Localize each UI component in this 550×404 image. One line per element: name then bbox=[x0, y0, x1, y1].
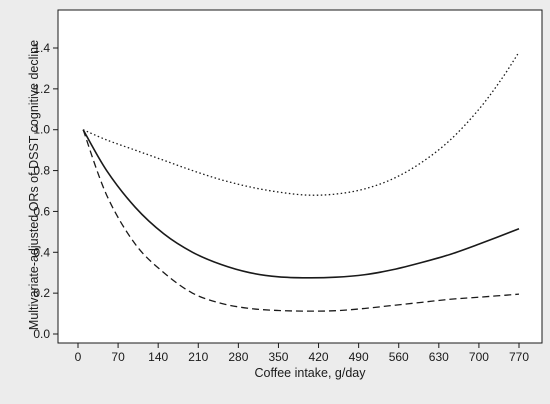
y-tick-label: 0.6 bbox=[33, 204, 50, 218]
y-tick-label: 0.0 bbox=[33, 327, 50, 341]
x-tick-label: 210 bbox=[188, 350, 208, 364]
x-tick-label: 630 bbox=[429, 350, 449, 364]
y-tick-label: 1.2 bbox=[33, 82, 50, 96]
series-line-solid bbox=[82, 129, 520, 279]
x-tick-label: 140 bbox=[148, 350, 168, 364]
x-tick-label: 560 bbox=[389, 350, 409, 364]
x-axis-title: Coffee intake, g/day bbox=[255, 366, 367, 380]
y-axis: 0.0 0.2 0.4 0.6 0.8 1.0 1.2 1.4 bbox=[33, 41, 58, 341]
x-tick-label: 0 bbox=[75, 350, 82, 364]
y-tick-label: 1.4 bbox=[33, 41, 50, 55]
x-tick-label: 280 bbox=[228, 350, 248, 364]
x-tick-label: 700 bbox=[469, 350, 489, 364]
x-axis: 0 70 140 210 280 350 420 490 560 630 700 770 bbox=[75, 343, 529, 364]
y-tick-label: 1.0 bbox=[33, 123, 50, 137]
plot-area bbox=[57, 9, 543, 344]
series-layer bbox=[82, 51, 520, 312]
x-tick-label: 70 bbox=[111, 350, 125, 364]
x-tick-label: 420 bbox=[309, 350, 329, 364]
x-tick-label: 490 bbox=[349, 350, 369, 364]
y-tick-label: 0.2 bbox=[33, 286, 50, 300]
y-tick-label: 0.4 bbox=[33, 245, 50, 259]
x-tick-label: 350 bbox=[268, 350, 288, 364]
x-tick-label: 770 bbox=[509, 350, 529, 364]
series-line-dashed bbox=[82, 129, 520, 312]
y-axis-title: Multivariate-adjusted ORs of DSST cognit… bbox=[27, 40, 41, 330]
y-tick-label: 0.8 bbox=[33, 164, 50, 178]
